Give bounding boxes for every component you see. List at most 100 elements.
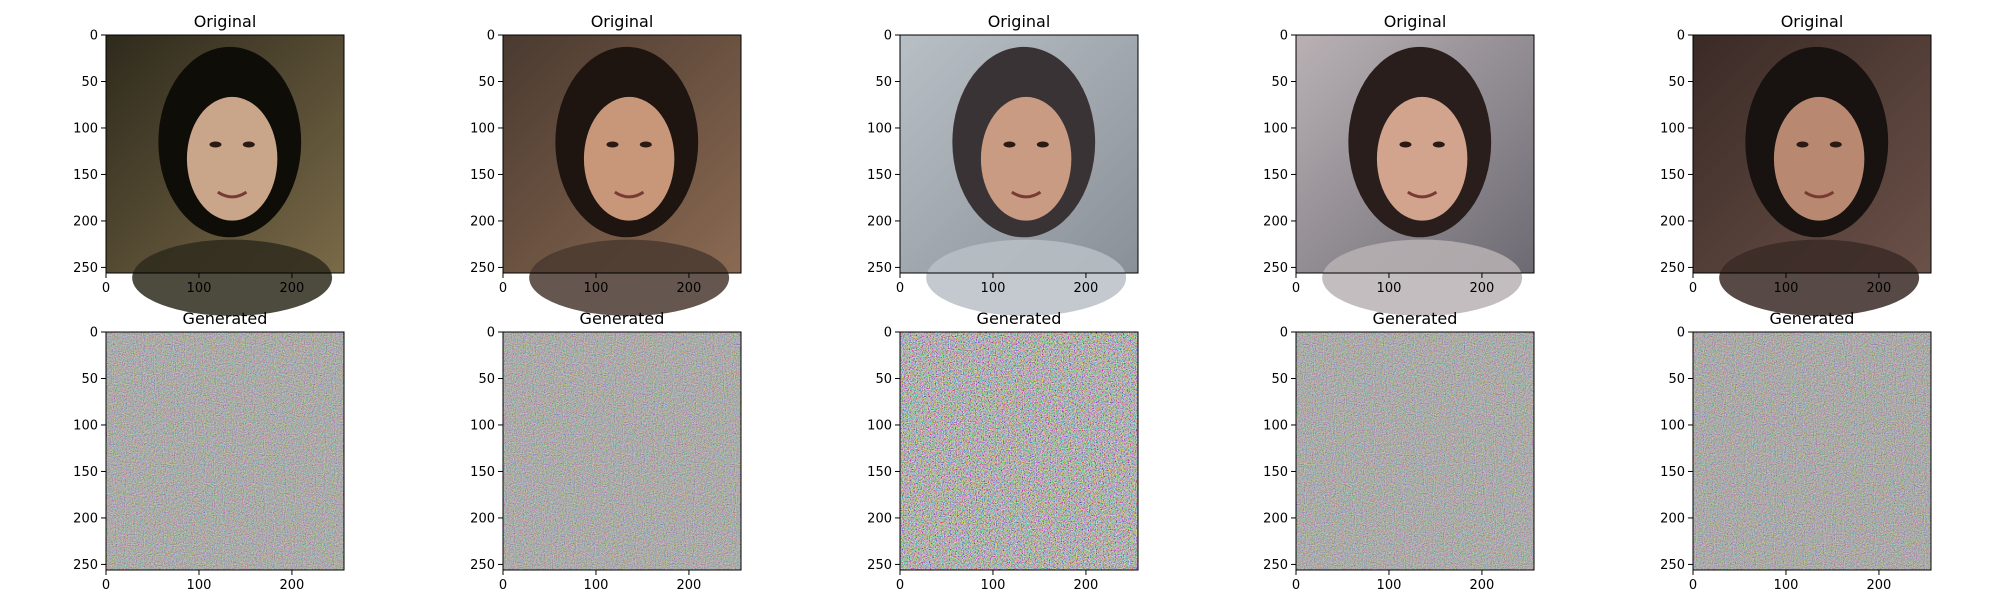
x-tick-label: 0 (1292, 578, 1300, 593)
eye-left (606, 141, 619, 148)
axes-frame (1692, 331, 1932, 571)
y-tick-label: 250 (73, 261, 98, 276)
face-shape (1773, 96, 1865, 221)
eye-right (1432, 141, 1445, 148)
y-tick-label: 50 (875, 372, 892, 387)
y-tick-label: 100 (1660, 418, 1685, 433)
x-tick-label: 100 (1377, 281, 1402, 296)
face-shape (186, 96, 278, 221)
subplot-title: Original (591, 12, 654, 31)
y-tick-label: 200 (1660, 511, 1685, 526)
axes-frame (105, 331, 345, 571)
y-tick-label: 0 (884, 326, 892, 341)
axes-frame (899, 331, 1139, 571)
y-tick-label: 100 (867, 418, 892, 433)
x-tick-label: 100 (584, 578, 609, 593)
generated-panel-5: Generated 0 50 100 150 200 250 0 100 200 (1660, 309, 1932, 593)
y-tick-label: 200 (1263, 214, 1288, 229)
x-tick-label: 200 (1470, 281, 1495, 296)
y-tick-label: 150 (1263, 465, 1288, 480)
x-tick-label: 0 (499, 578, 507, 593)
x-tick-label: 100 (1774, 281, 1799, 296)
y-tick-label: 150 (1660, 465, 1685, 480)
y-tick-label: 50 (1271, 372, 1288, 387)
noise-texture (900, 332, 1138, 570)
x-tick-label: 200 (1470, 578, 1495, 593)
y-tick-label: 150 (867, 465, 892, 480)
generated-panel-4: Generated 0 50 100 150 200 250 0 100 200 (1263, 309, 1535, 593)
y-tick-label: 250 (867, 558, 892, 573)
y-tick-label: 100 (73, 121, 98, 136)
face-image (106, 35, 344, 316)
axes-frame (105, 34, 345, 274)
x-tick-label: 0 (102, 281, 110, 296)
x-tick-label: 100 (1774, 578, 1799, 593)
subplot-title: Generated (1770, 309, 1855, 328)
original-panel-1: Original 0 50 100 150 200 250 0 100 200 (73, 12, 345, 316)
axes-frame (502, 331, 742, 571)
shoulders (1322, 239, 1523, 316)
axes-frame (899, 34, 1139, 274)
y-tick-label: 50 (81, 75, 98, 90)
x-tick-label: 0 (1689, 578, 1697, 593)
shoulders (926, 239, 1127, 316)
y-tick-label: 50 (478, 75, 495, 90)
y-tick-label: 100 (867, 121, 892, 136)
x-tick-label: 200 (677, 578, 702, 593)
y-tick-label: 250 (1660, 261, 1685, 276)
subplot-title: Generated (977, 309, 1062, 328)
subplot-title: Original (1781, 12, 1844, 31)
y-tick-label: 250 (73, 558, 98, 573)
subplot-title: Original (194, 12, 257, 31)
x-tick-label: 0 (896, 578, 904, 593)
mouth (1011, 190, 1042, 199)
x-tick-label: 0 (499, 281, 507, 296)
y-tick-label: 150 (867, 168, 892, 183)
y-tick-label: 0 (1280, 326, 1288, 341)
x-tick-label: 0 (1292, 281, 1300, 296)
x-tick-label: 100 (187, 578, 212, 593)
y-tick-label: 0 (90, 326, 98, 341)
y-tick-label: 250 (1660, 558, 1685, 573)
y-tick-label: 0 (1677, 326, 1685, 341)
y-tick-label: 200 (73, 511, 98, 526)
generated-panel-1: Generated 0 50 100 150 200 250 0 100 200 (73, 309, 345, 593)
eye-right (1036, 141, 1049, 148)
x-tick-label: 100 (584, 281, 609, 296)
y-tick-label: 50 (478, 372, 495, 387)
y-tick-label: 200 (867, 511, 892, 526)
eye-left (1796, 141, 1809, 148)
y-tick-label: 150 (1263, 168, 1288, 183)
subplot-title: Generated (580, 309, 665, 328)
x-tick-label: 200 (1867, 281, 1892, 296)
axes-frame (1295, 331, 1535, 571)
face-shape (980, 96, 1072, 221)
y-tick-label: 50 (1271, 75, 1288, 90)
y-tick-label: 0 (1677, 29, 1685, 44)
original-panel-2: Original 0 50 100 150 200 250 0 100 200 (470, 12, 742, 316)
subplot-title: Original (988, 12, 1051, 31)
original-panel-3: Original 0 50 100 150 200 250 0 100 200 (867, 12, 1139, 316)
y-tick-label: 50 (875, 75, 892, 90)
x-tick-label: 200 (677, 281, 702, 296)
generated-panel-3: Generated 0 50 100 150 200 250 0 100 200 (867, 309, 1139, 593)
x-tick-label: 100 (187, 281, 212, 296)
x-tick-label: 0 (1689, 281, 1697, 296)
noise-texture (1693, 332, 1931, 570)
generated-panel-2: Generated 0 50 100 150 200 250 0 100 200 (470, 309, 742, 593)
face-image (1296, 35, 1534, 316)
y-tick-label: 0 (487, 326, 495, 341)
x-tick-label: 200 (1074, 578, 1099, 593)
y-tick-label: 250 (470, 261, 495, 276)
eye-right (1829, 141, 1842, 148)
shoulders (529, 239, 730, 316)
x-tick-label: 200 (280, 578, 305, 593)
y-tick-label: 200 (1263, 511, 1288, 526)
x-tick-label: 200 (1074, 281, 1099, 296)
face-shape (1376, 96, 1468, 221)
mouth (614, 190, 645, 199)
subplot-title: Original (1384, 12, 1447, 31)
x-tick-label: 100 (981, 578, 1006, 593)
face-image (503, 35, 741, 316)
